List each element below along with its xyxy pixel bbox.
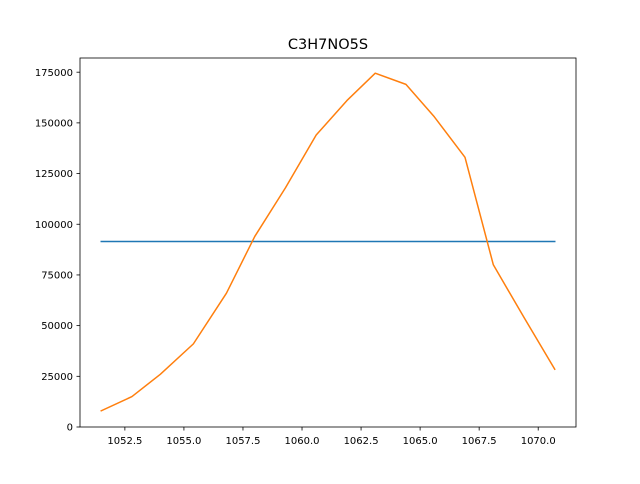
- y-tick-label-3: 50000: [41, 321, 73, 332]
- plot-frame: [79, 57, 577, 428]
- y-tick-label-2: 25000: [41, 372, 73, 383]
- y-tick-label-6: 125000: [35, 169, 73, 180]
- x-tick-label-7: 1067.5: [462, 436, 497, 447]
- y-tick-label-4: 75000: [41, 271, 73, 282]
- x-tick-label-4: 1060.0: [285, 436, 320, 447]
- x-tick-label-5: 1062.5: [344, 436, 379, 447]
- chart-title: C3H7NO5S: [288, 37, 368, 53]
- x-tick-label-6: 1065.0: [403, 436, 438, 447]
- series-line-2: [100, 72, 556, 412]
- series-layer: [100, 72, 556, 412]
- x-tick-label-2: 1055.0: [166, 436, 201, 447]
- y-tick-label-7: 150000: [35, 118, 73, 129]
- x-tick-label-8: 1070.0: [521, 436, 556, 447]
- y-tick-label-1: 0: [67, 423, 73, 434]
- y-tick-label-5: 100000: [35, 220, 73, 231]
- axes-layer: 1052.5 1055.0 1057.5 1060.0 1062.5 1065.0 1067…: [35, 57, 577, 447]
- x-tick-label-3: 1057.5: [225, 436, 260, 447]
- y-tick-label-8: 175000: [35, 68, 73, 79]
- x-tick-label-1: 1052.5: [107, 436, 142, 447]
